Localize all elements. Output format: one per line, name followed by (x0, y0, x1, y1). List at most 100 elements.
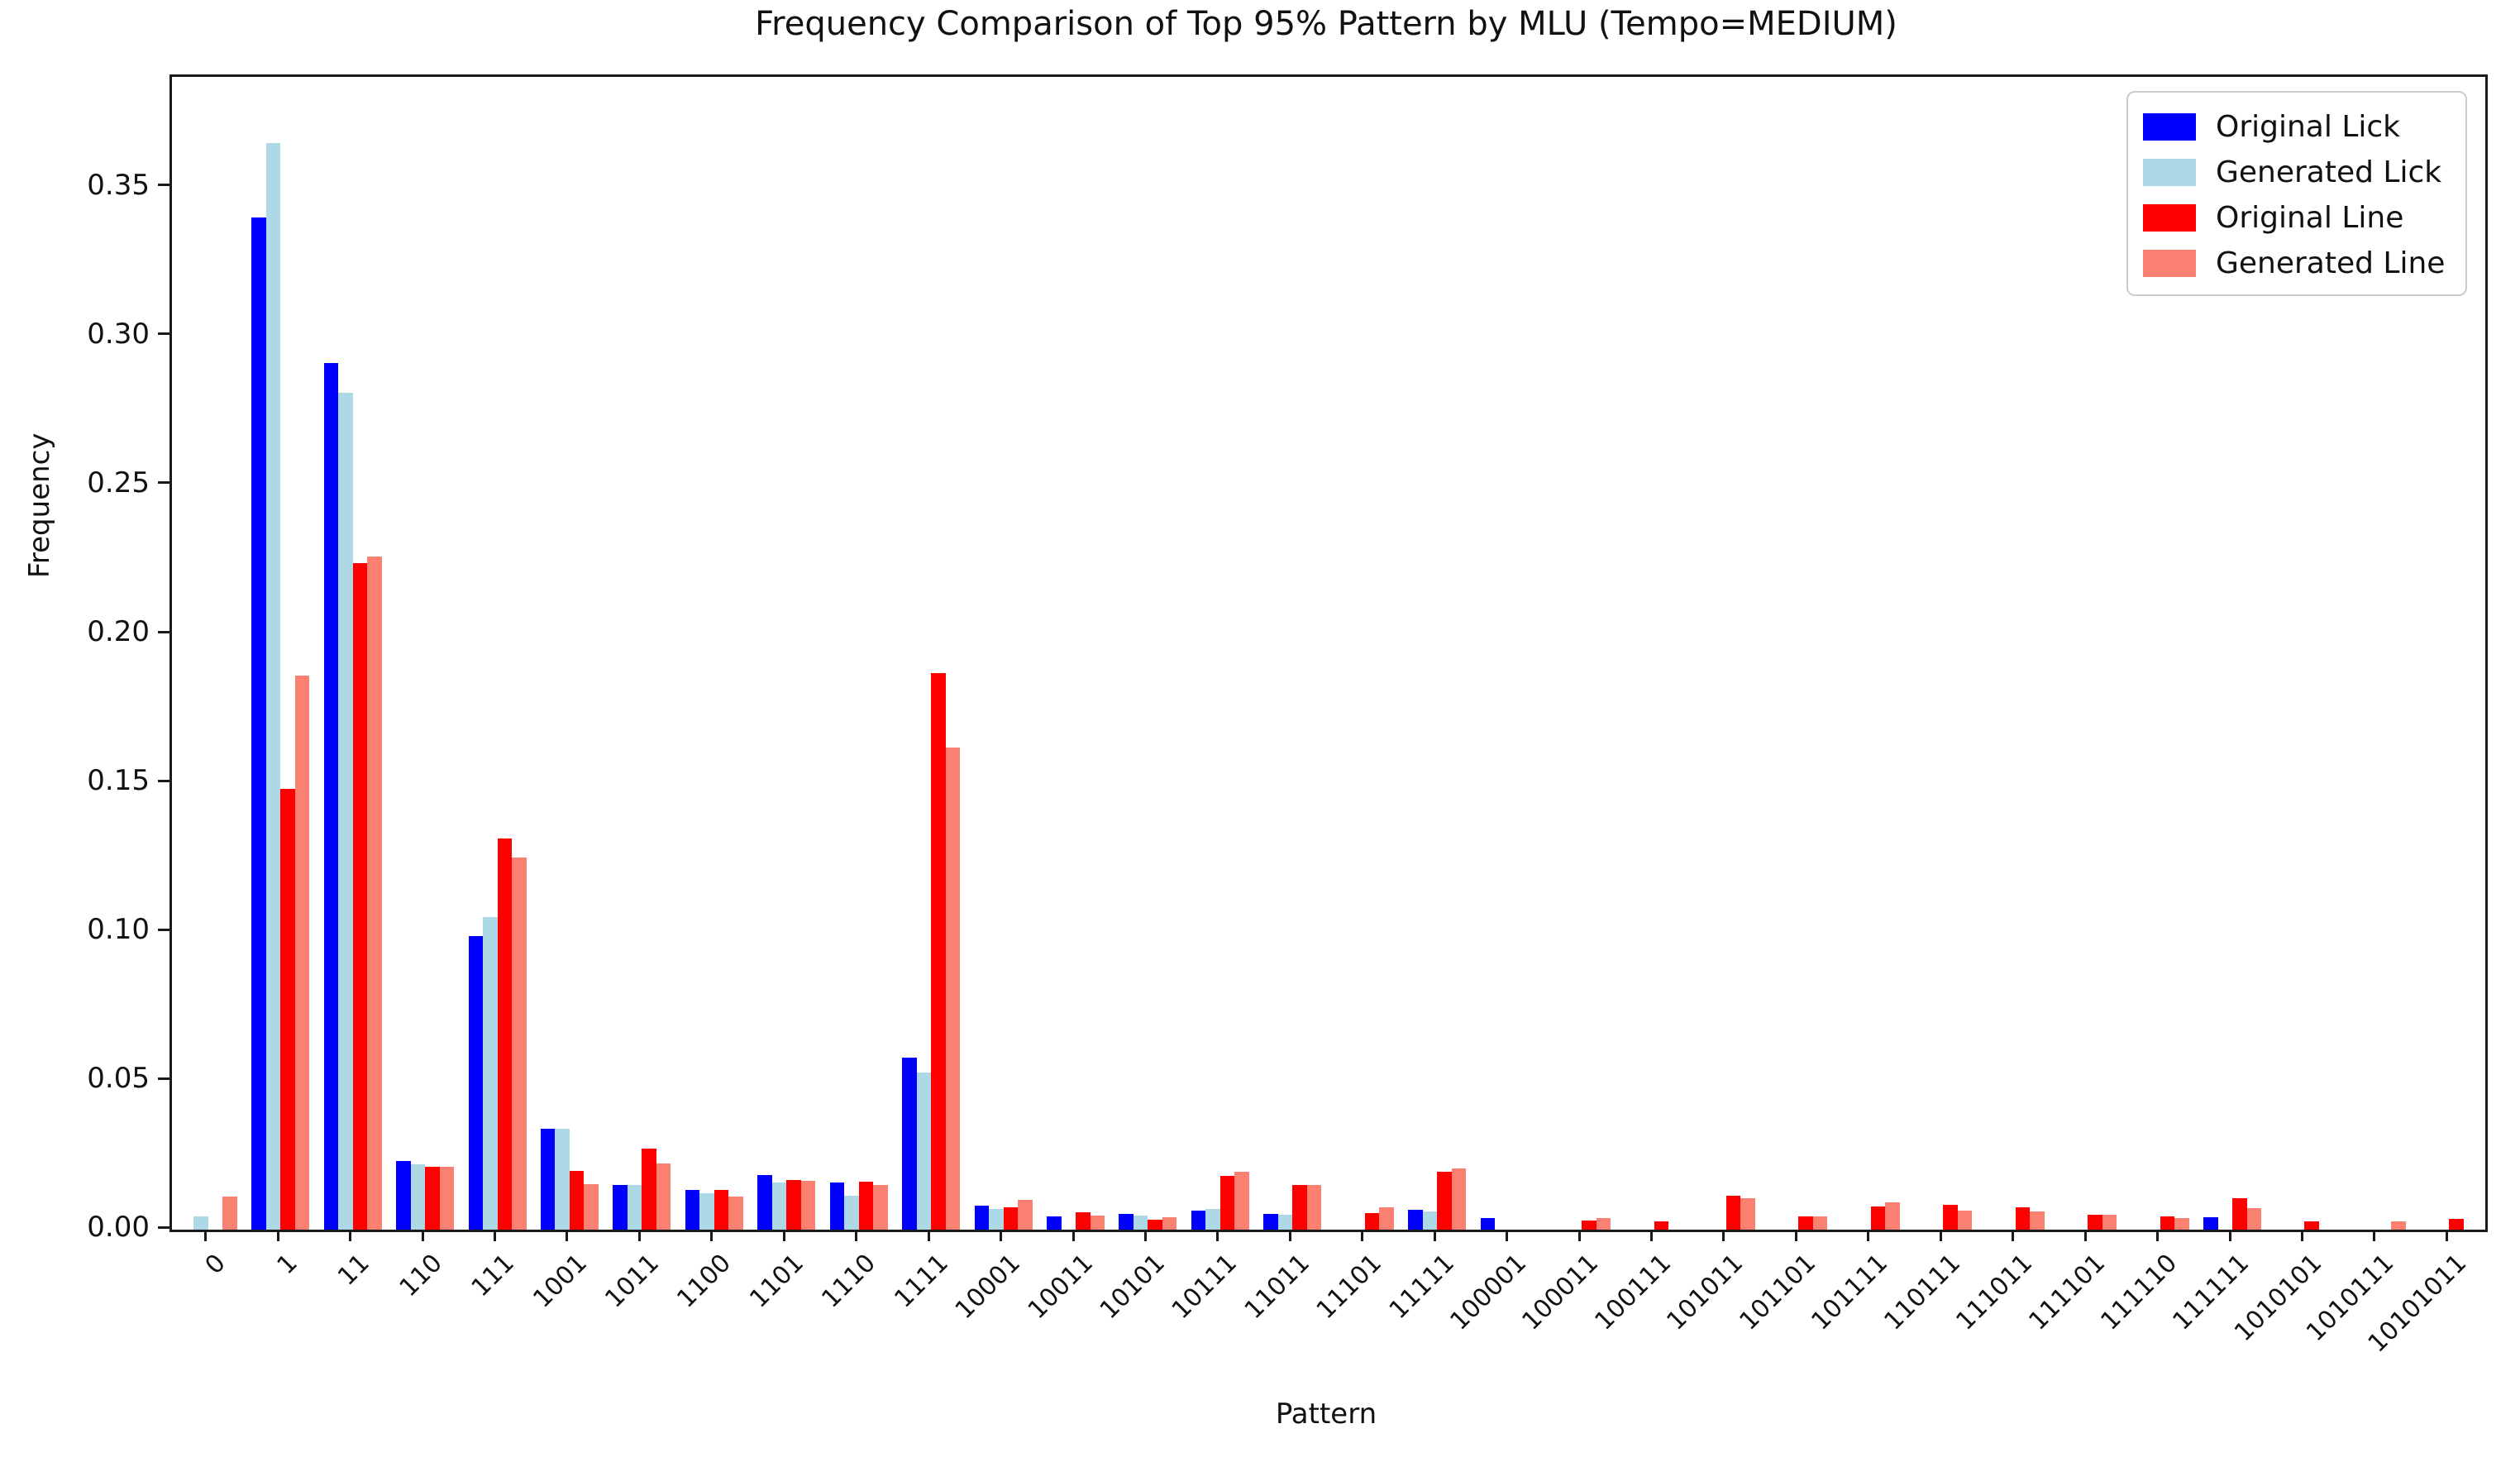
bar-generated-line-100011 (1596, 1218, 1611, 1230)
bar-generated-lick-10101 (1133, 1215, 1148, 1230)
x-tick-label-11101: 11101 (1311, 1248, 1388, 1326)
y-tick (158, 1077, 169, 1080)
x-tick-label-100001: 100001 (1444, 1248, 1533, 1336)
bar-original-line-111110 (2160, 1216, 2174, 1230)
bar-generated-line-10111 (1234, 1172, 1249, 1230)
bar-generated-lick-11 (338, 393, 353, 1230)
y-tick-label: 0.35 (87, 168, 150, 202)
x-tick (349, 1230, 352, 1241)
bar-original-line-10101 (1148, 1219, 1162, 1230)
x-tick-label-1101: 1101 (744, 1248, 809, 1314)
x-tick (2228, 1230, 2231, 1241)
bar-generated-line-10011 (1090, 1216, 1105, 1230)
x-tick-label-110111: 110111 (1878, 1248, 1966, 1336)
bar-original-line-1110 (858, 1182, 874, 1230)
bar-original-lick-110 (396, 1161, 411, 1230)
bar-original-line-111111 (2232, 1197, 2247, 1230)
x-tick-label-111101: 111101 (2023, 1248, 2111, 1336)
x-tick-label-101011: 101011 (1661, 1248, 1749, 1336)
x-tick (276, 1230, 279, 1241)
bar-generated-line-101111 (1885, 1202, 1900, 1230)
bar-generated-lick-1011 (627, 1185, 642, 1230)
y-tick (158, 332, 169, 336)
bar-original-line-1111 (931, 672, 946, 1230)
bar-generated-line-101011 (1740, 1197, 1755, 1230)
bar-original-lick-1101 (757, 1174, 772, 1230)
x-tick-label-100111: 100111 (1589, 1248, 1678, 1336)
x-tick (1939, 1230, 1942, 1241)
x-tick-label-101111: 101111 (1806, 1248, 1894, 1336)
legend-item-generated-lick: Generated Lick (2143, 150, 2465, 195)
x-tick (1506, 1230, 1509, 1241)
bar-original-line-100011 (1582, 1220, 1596, 1230)
x-tick (855, 1230, 858, 1241)
x-tick (2012, 1230, 2015, 1241)
x-tick (1433, 1230, 1436, 1241)
bar-original-lick-1 (251, 217, 266, 1230)
x-tick (494, 1230, 496, 1241)
bar-original-lick-11111 (1408, 1209, 1423, 1230)
bar-original-line-111101 (2088, 1214, 2102, 1230)
y-tick-label: 0.25 (87, 466, 150, 499)
legend-swatch-icon (2143, 113, 2196, 141)
y-tick-label: 0.30 (87, 317, 150, 351)
bar-generated-lick-11011 (1277, 1214, 1293, 1230)
bar-generated-lick-0 (193, 1216, 208, 1230)
bar-generated-line-1 (294, 676, 310, 1230)
x-tick-label-1: 1 (271, 1248, 303, 1281)
bar-original-line-11 (352, 562, 368, 1230)
x-tick (2445, 1230, 2448, 1241)
x-tick (927, 1230, 930, 1241)
legend-label: Original Line (2216, 201, 2404, 235)
y-tick (158, 779, 169, 782)
bar-generated-line-11101 (1379, 1207, 1394, 1230)
bar-original-line-10011 (1076, 1212, 1091, 1230)
bar-original-line-101011 (1725, 1196, 1741, 1230)
bar-original-line-10101011 (2449, 1219, 2464, 1230)
x-tick (1577, 1230, 1581, 1241)
bar-generated-line-11 (367, 557, 382, 1230)
bar-original-lick-10111 (1191, 1210, 1206, 1230)
bar-generated-line-11111 (1451, 1168, 1467, 1230)
bar-generated-line-11011 (1306, 1184, 1322, 1230)
x-tick-label-110: 110 (394, 1248, 448, 1303)
bar-generated-line-1100 (728, 1197, 743, 1230)
bar-original-lick-10101 (1119, 1213, 1134, 1230)
bar-generated-line-110 (439, 1167, 454, 1230)
legend-item-original-line: Original Line (2143, 195, 2465, 241)
legend-swatch-icon (2143, 159, 2196, 186)
x-tick (637, 1230, 641, 1241)
legend-swatch-icon (2143, 250, 2196, 277)
bar-generated-lick-1110 (844, 1196, 859, 1230)
x-tick (1722, 1230, 1725, 1241)
x-tick (2373, 1230, 2376, 1241)
x-tick (1650, 1230, 1653, 1241)
bar-generated-lick-1111 (916, 1073, 932, 1230)
bar-generated-line-1111 (945, 747, 961, 1230)
bar-generated-line-111 (512, 858, 527, 1230)
bar-original-lick-1011 (613, 1185, 628, 1230)
bar-original-line-101101 (1798, 1216, 1813, 1230)
bar-original-lick-1001 (540, 1128, 556, 1230)
chart-title: Frequency Comparison of Top 95% Pattern … (755, 5, 1897, 43)
bar-generated-lick-111 (483, 917, 498, 1230)
bar-original-line-111011 (2015, 1207, 2031, 1230)
legend-item-generated-line: Generated Line (2143, 241, 2465, 286)
x-tick (1288, 1230, 1291, 1241)
bar-original-line-100111 (1654, 1221, 1668, 1230)
x-tick (1867, 1230, 1870, 1241)
bar-original-line-1001 (569, 1170, 585, 1230)
x-tick-label-111011: 111011 (1950, 1248, 2039, 1336)
bar-original-lick-1110 (829, 1182, 845, 1230)
bar-generated-lick-1100 (699, 1193, 714, 1230)
x-tick-label-1011: 1011 (599, 1248, 665, 1314)
bar-generated-line-111101 (2102, 1214, 2117, 1230)
bar-original-line-1100 (714, 1189, 729, 1230)
bar-generated-line-0 (222, 1196, 237, 1230)
x-tick-label-11011: 11011 (1239, 1248, 1315, 1326)
bar-original-lick-100001 (1480, 1218, 1496, 1230)
bar-generated-lick-1001 (555, 1128, 570, 1230)
legend-label: Generated Lick (2216, 155, 2442, 189)
x-tick-label-10001: 10001 (949, 1248, 1027, 1326)
